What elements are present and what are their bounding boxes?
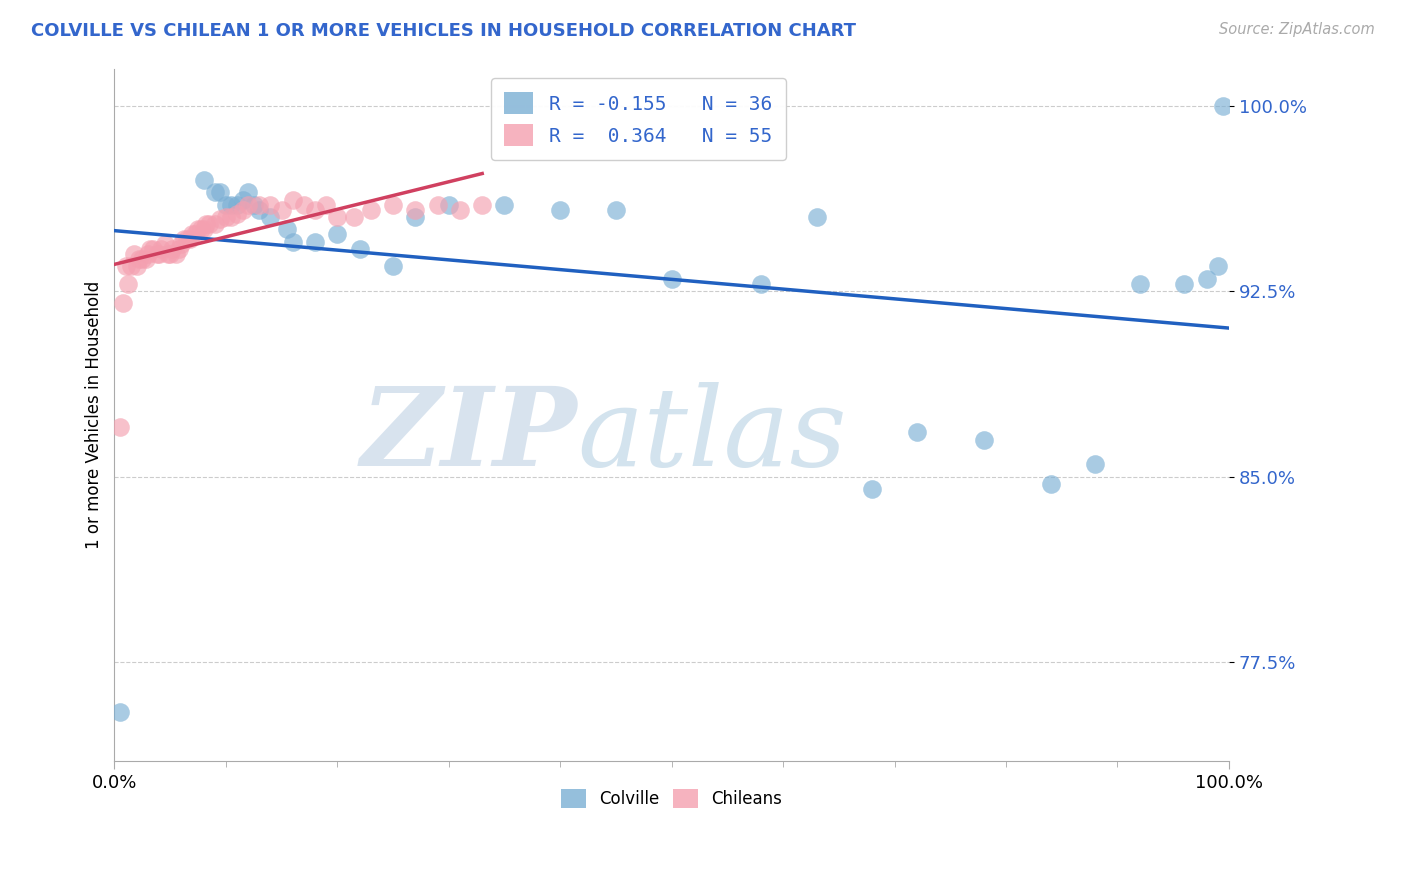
Point (142, 242, 165, 256)
Point (426, 197, 449, 211)
Point (209, 212, 232, 227)
Point (125, 260, 148, 274)
Point (1212, 98, 1234, 112)
Point (128, 252, 150, 266)
Point (150, 242, 173, 256)
Point (221, 197, 243, 211)
Point (304, 202, 326, 217)
Point (259, 210, 281, 224)
Point (247, 202, 270, 217)
Point (242, 197, 264, 211)
Point (806, 210, 828, 224)
Point (281, 235, 304, 249)
Point (1039, 477, 1062, 491)
Point (236, 197, 259, 211)
Point (226, 197, 249, 211)
Point (148, 247, 170, 261)
Point (236, 185, 259, 199)
Point (120, 260, 142, 274)
Point (167, 242, 190, 256)
Point (232, 202, 254, 217)
Point (114, 260, 136, 274)
Point (437, 197, 460, 211)
Point (153, 237, 176, 252)
Point (304, 235, 326, 249)
Point (471, 197, 494, 211)
Point (108, 705, 131, 719)
Point (661, 272, 683, 286)
Point (193, 173, 215, 187)
Point (170, 237, 193, 252)
Point (162, 242, 184, 256)
Point (136, 247, 159, 261)
Point (605, 202, 627, 217)
Point (226, 207, 249, 221)
Point (232, 193, 254, 207)
Point (193, 222, 215, 236)
Point (187, 222, 209, 236)
Point (1195, 272, 1218, 286)
Point (209, 185, 232, 199)
Point (215, 197, 238, 211)
Point (259, 197, 281, 211)
Text: atlas: atlas (576, 382, 846, 490)
Point (343, 210, 366, 224)
Point (548, 202, 571, 217)
Point (145, 247, 167, 261)
Point (139, 242, 162, 256)
Point (176, 232, 198, 246)
Point (1173, 277, 1195, 291)
Y-axis label: 1 or more Vehicles in Household: 1 or more Vehicles in Household (86, 281, 103, 549)
Point (449, 202, 471, 217)
Point (382, 197, 405, 211)
Point (326, 227, 349, 242)
Point (326, 210, 349, 224)
Point (382, 260, 405, 274)
Point (204, 185, 226, 199)
Point (173, 232, 195, 246)
Point (198, 218, 221, 232)
Point (247, 197, 270, 211)
Point (194, 218, 217, 232)
Point (112, 296, 135, 310)
Point (349, 242, 371, 256)
Point (215, 210, 238, 224)
Point (159, 247, 181, 261)
Point (165, 247, 187, 261)
Text: Source: ZipAtlas.com: Source: ZipAtlas.com (1219, 22, 1375, 37)
Point (360, 202, 382, 217)
Point (221, 210, 243, 224)
Point (156, 247, 179, 261)
Text: ZIP: ZIP (360, 382, 576, 490)
Point (124, 247, 146, 261)
Point (404, 202, 426, 217)
Point (1206, 260, 1229, 274)
Point (190, 222, 212, 236)
Point (749, 277, 772, 291)
Point (135, 252, 157, 266)
Point (860, 482, 883, 496)
Text: COLVILLE VS CHILEAN 1 OR MORE VEHICLES IN HOUSEHOLD CORRELATION CHART: COLVILLE VS CHILEAN 1 OR MORE VEHICLES I… (31, 22, 856, 40)
Point (281, 193, 304, 207)
Point (315, 197, 337, 211)
Point (1084, 457, 1107, 471)
Point (1129, 277, 1152, 291)
Point (292, 197, 315, 211)
Point (494, 197, 516, 211)
Point (905, 425, 928, 439)
Point (276, 222, 298, 236)
Point (183, 227, 205, 242)
Point (404, 210, 426, 224)
Point (108, 420, 131, 434)
Point (973, 433, 995, 447)
Legend: Colville, Chileans: Colville, Chileans (554, 782, 789, 815)
Point (179, 232, 201, 246)
Point (181, 227, 204, 242)
Point (117, 277, 139, 291)
Point (131, 252, 153, 266)
Point (270, 202, 292, 217)
Point (204, 218, 226, 232)
